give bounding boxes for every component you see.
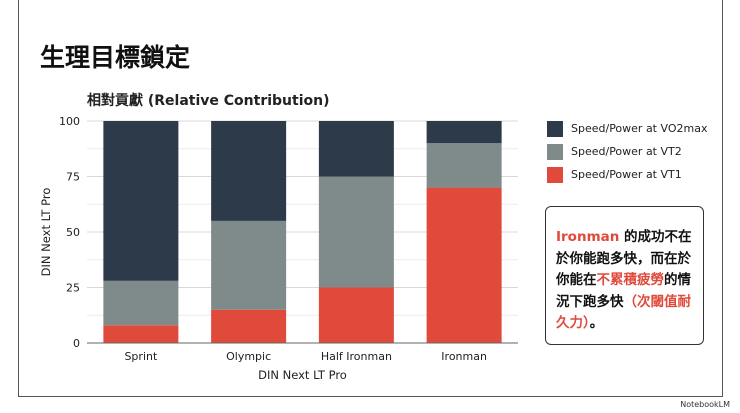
x-tick-label: Ironman (441, 350, 487, 363)
chart-title: 相對貢獻 (Relative Contribution) (87, 93, 330, 109)
callout-text: 的情況下跑多快 (556, 272, 691, 310)
bar-segment (211, 121, 287, 221)
slide-frame (18, 0, 723, 397)
callout-highlight-text: Ironman (556, 229, 620, 245)
bar-segment (318, 121, 394, 177)
legend-label: Speed/Power at VT1 (571, 168, 682, 181)
legend-item: Speed/Power at VT2 (547, 140, 707, 163)
y-tick-label: 75 (66, 171, 80, 184)
bar-segment (103, 325, 179, 343)
callout-highlight-text: 不累積疲勞 (596, 272, 665, 288)
bar-segment (211, 220, 287, 310)
y-tick-label: 0 (73, 337, 80, 350)
bar-segment (426, 121, 502, 144)
bar-segment (103, 280, 179, 326)
bar-segment (211, 309, 287, 343)
legend-swatch (547, 120, 563, 137)
bar-segment (318, 287, 394, 343)
x-tick-label: Sprint (124, 350, 158, 363)
callout-box: Ironman 的成功不在於你能跑多快，而在於你能在不累積疲勞的情況下跑多快（次… (545, 206, 704, 345)
x-axis-label: DIN Next LT Pro (258, 368, 347, 382)
legend-item: Speed/Power at VT1 (547, 163, 707, 186)
x-tick-label: Half Ironman (321, 350, 392, 363)
y-axis-label: DIN Next LT Pro (39, 188, 53, 277)
legend-swatch (547, 143, 563, 160)
notebooklm-watermark: NotebookLM (680, 400, 730, 409)
chart-legend: Speed/Power at VO2max Speed/Power at VT2 S… (547, 117, 707, 186)
callout-text: 的成功不在於你能跑多快，而在於你能在 (556, 229, 692, 288)
callout-highlight-text: （次閾值耐久力） (556, 293, 691, 332)
y-tick-label: 100 (59, 115, 80, 128)
x-tick-label: Olympic (226, 350, 271, 363)
slide-title: 生理目標鎖定 (40, 43, 191, 72)
legend-label: Speed/Power at VO2max (571, 122, 708, 135)
callout-text: 。 (589, 315, 604, 331)
legend-item: Speed/Power at VO2max (547, 117, 707, 140)
y-tick-label: 25 (66, 282, 80, 295)
bar-segment (426, 187, 502, 343)
bar-segment (426, 143, 502, 188)
bar-segment (318, 176, 394, 288)
y-tick-label: 50 (66, 226, 80, 239)
bar-segment (103, 121, 179, 281)
legend-label: Speed/Power at VT2 (571, 145, 682, 158)
legend-swatch (547, 166, 563, 183)
